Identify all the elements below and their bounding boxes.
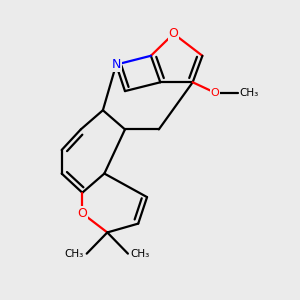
Text: O: O [210, 88, 219, 98]
Text: O: O [169, 27, 178, 40]
Text: N: N [112, 58, 121, 71]
Text: O: O [77, 207, 87, 220]
Text: CH₃: CH₃ [240, 88, 259, 98]
Text: CH₃: CH₃ [64, 249, 84, 259]
Text: CH₃: CH₃ [131, 249, 150, 259]
